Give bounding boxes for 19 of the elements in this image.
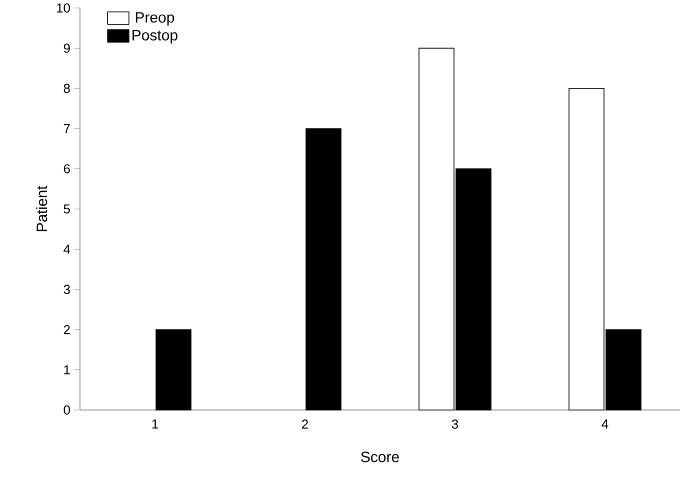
x-tick-label: 3 <box>452 420 458 429</box>
x-axis-title: Score <box>361 452 399 462</box>
y-tick-label: 0 <box>64 405 70 415</box>
y-tick-label: 3 <box>64 284 70 294</box>
y-tick-label: 1 <box>64 365 70 374</box>
x-tick-label: 1 <box>152 420 158 428</box>
y-tick-label: 4 <box>64 244 70 254</box>
y-tick-label: 7 <box>64 124 70 134</box>
legend-label: Preop <box>136 12 174 26</box>
x-tick-label: 4 <box>602 420 608 428</box>
y-tick-label: 10 <box>56 3 70 13</box>
legend-label: Postop <box>132 30 178 44</box>
y-tick-label: 5 <box>64 204 70 214</box>
y-axis-title: Patient <box>36 186 48 232</box>
y-tick-label: 9 <box>64 44 70 53</box>
y-tick-label: 8 <box>64 84 70 93</box>
y-tick-label: 2 <box>64 325 70 334</box>
x-tick-label: 2 <box>302 420 308 429</box>
y-tick-label: 6 <box>64 164 70 174</box>
